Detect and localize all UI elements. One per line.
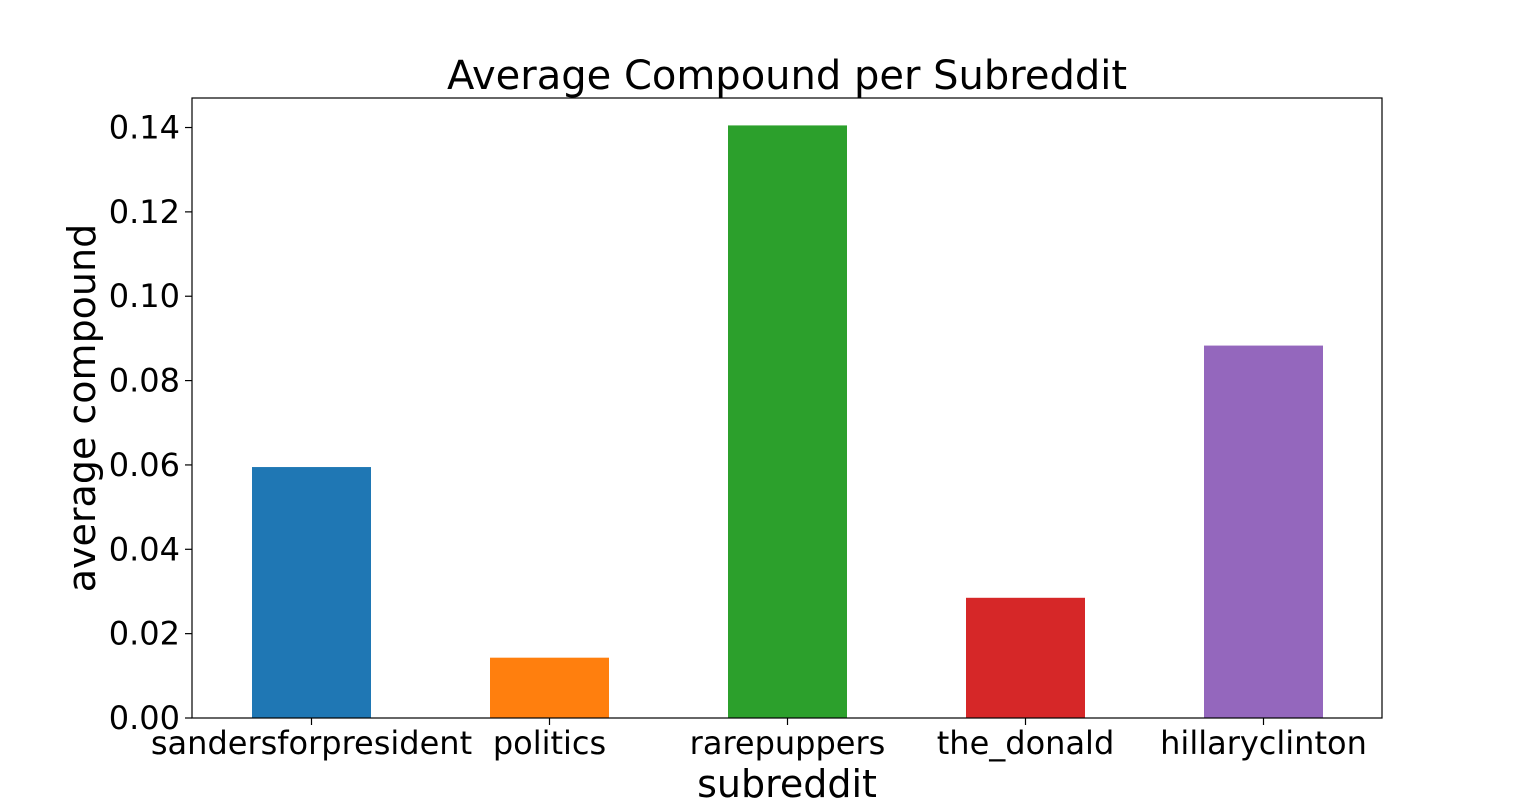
chart-title: Average Compound per Subreddit [447, 53, 1127, 99]
x-tick-label: politics [493, 724, 606, 762]
y-tick-label: 0.10 [109, 277, 180, 315]
y-tick-label: 0.12 [109, 193, 180, 231]
y-axis: 0.00 0.02 0.04 0.06 0.08 0.10 0.12 0.14 [109, 109, 192, 737]
bar-sandersforpresident [252, 467, 371, 718]
y-tick-label: 0.14 [109, 109, 180, 147]
y-tick-label: 0.02 [109, 615, 180, 653]
x-tick-label: sandersforpresident [151, 724, 472, 762]
x-axis-label: subreddit [697, 762, 877, 806]
x-tick-label: the_donald [937, 724, 1115, 762]
y-tick-label: 0.04 [109, 530, 180, 568]
bars-layer [252, 125, 1323, 718]
y-axis-label: average compound [60, 224, 104, 592]
x-tick-label: hillaryclinton [1160, 724, 1367, 762]
bar-politics [490, 657, 609, 718]
bar-rarepuppers [728, 125, 847, 718]
bar-hillaryclinton [1204, 345, 1323, 718]
bar-the_donald [966, 597, 1085, 718]
x-axis: sandersforpresident politics rarepuppers th… [151, 718, 1367, 762]
y-tick-label: 0.06 [109, 446, 180, 484]
y-tick-label: 0.00 [109, 699, 180, 737]
x-tick-label: rarepuppers [690, 724, 886, 762]
y-tick-label: 0.08 [109, 362, 180, 400]
